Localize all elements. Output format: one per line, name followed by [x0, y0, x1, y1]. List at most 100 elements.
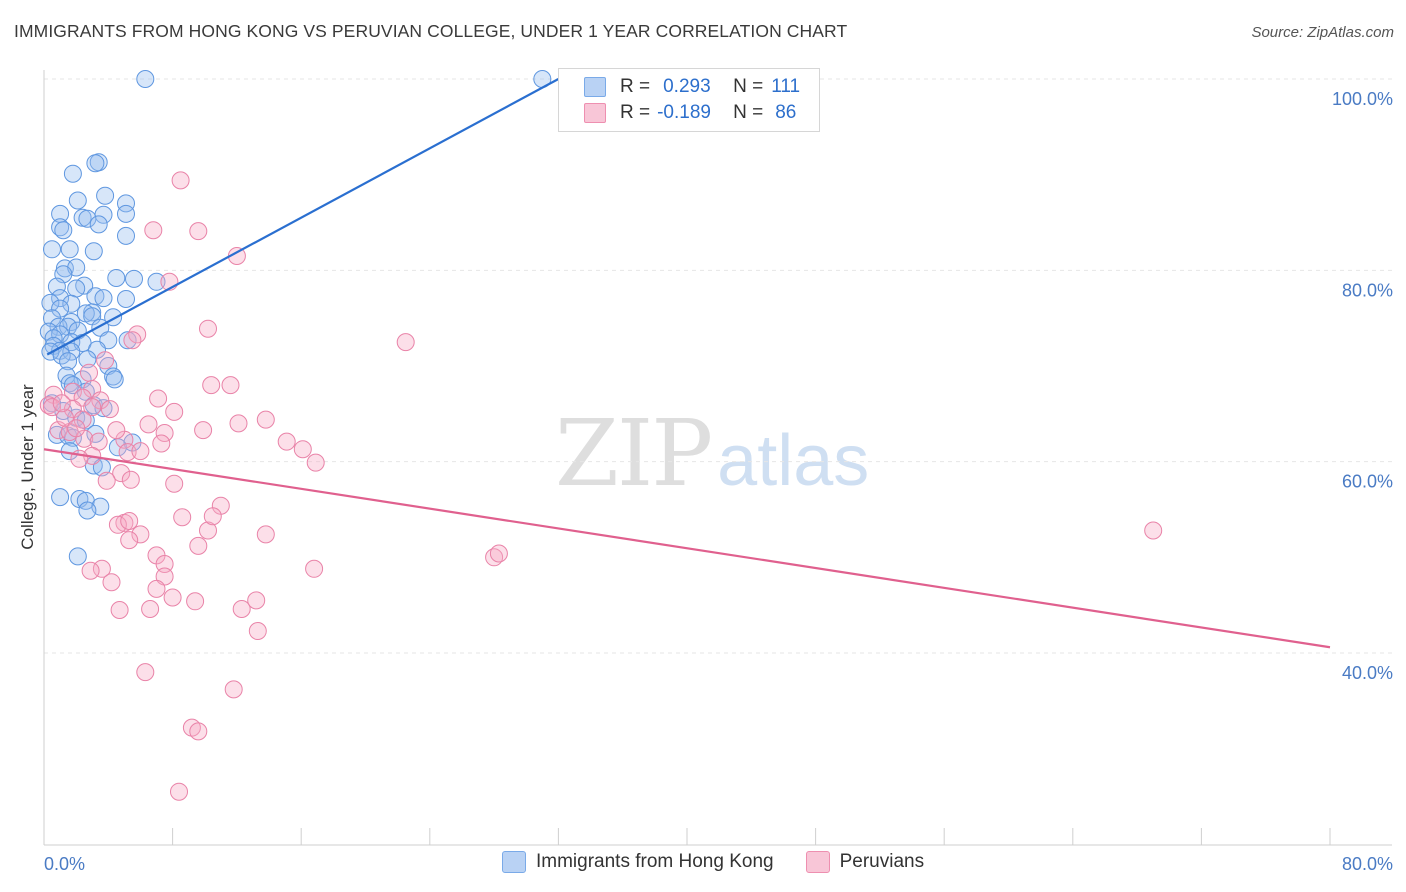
point-hong-kong — [117, 204, 135, 223]
point-hong-kong — [78, 350, 97, 369]
point-hong-kong — [117, 194, 135, 213]
series-name-hong-kong: Immigrants from Hong Kong — [536, 851, 774, 872]
point-peruvians — [81, 561, 100, 580]
point-peruvians — [232, 600, 251, 618]
point-peruvians — [43, 398, 61, 417]
point-peruvians — [144, 221, 163, 240]
legend-r-value: -0.189 — [657, 102, 711, 123]
point-peruvians — [170, 782, 188, 801]
point-hong-kong — [68, 191, 87, 210]
point-hong-kong — [67, 279, 86, 298]
point-peruvians — [123, 331, 142, 350]
point-peruvians — [189, 222, 208, 241]
point-hong-kong — [49, 317, 68, 336]
point-hong-kong — [86, 154, 105, 173]
point-hong-kong — [78, 501, 97, 520]
point-peruvians — [120, 512, 139, 530]
legend-n-value: 111 — [771, 76, 801, 97]
point-peruvians — [247, 591, 266, 610]
point-hong-kong — [68, 547, 87, 566]
point-hong-kong — [54, 221, 73, 240]
point-hong-kong — [105, 370, 124, 389]
point-hong-kong — [104, 367, 123, 386]
point-peruvians — [131, 525, 150, 544]
point-peruvians — [256, 525, 275, 544]
point-peruvians — [1144, 521, 1163, 540]
point-peruvians — [100, 400, 119, 419]
point-peruvians — [73, 388, 92, 407]
point-hong-kong — [117, 226, 135, 245]
y-tick-label: 100.0% — [1332, 89, 1393, 109]
gridlines — [44, 78, 1392, 654]
point-peruvians — [165, 402, 184, 421]
point-hong-kong — [89, 215, 108, 234]
point-peruvians — [131, 442, 150, 461]
point-hong-kong — [62, 342, 81, 361]
correlation-legend: R = 0.293 N = 111 R = -0.189 N = 86 — [558, 68, 820, 132]
point-peruvians — [165, 474, 184, 493]
legend-n-value: 86 — [775, 102, 797, 123]
legend-swatch-peruvians — [584, 103, 606, 123]
legend-n-label: N = — [733, 76, 764, 97]
legend-r-value: 0.293 — [663, 76, 711, 97]
point-peruvians — [277, 432, 296, 451]
series-legend: Immigrants from Hong Kong Peruvians — [502, 851, 924, 873]
axes — [43, 70, 1392, 846]
point-peruvians — [97, 471, 116, 490]
point-peruvians — [55, 408, 74, 427]
point-peruvians — [108, 515, 127, 534]
point-peruvians — [171, 171, 190, 190]
point-peruvians — [128, 325, 147, 344]
point-peruvians — [83, 398, 102, 417]
point-peruvians — [186, 592, 205, 611]
point-peruvians — [256, 410, 275, 429]
point-hong-kong — [94, 289, 113, 308]
point-peruvians — [52, 394, 71, 413]
point-peruvians — [149, 389, 168, 408]
point-peruvians — [136, 663, 155, 682]
chart-title: IMMIGRANTS FROM HONG KONG VS PERUVIAN CO… — [14, 21, 848, 41]
point-peruvians — [194, 421, 213, 440]
point-hong-kong — [78, 209, 97, 228]
x-tick-label: 0.0% — [44, 854, 85, 874]
point-peruvians — [112, 464, 131, 483]
point-peruvians — [155, 555, 174, 573]
point-hong-kong — [59, 352, 78, 371]
point-hong-kong — [60, 240, 79, 259]
point-peruvians — [199, 319, 217, 338]
series-swatch-peruvians — [805, 851, 830, 873]
point-peruvians — [305, 559, 324, 578]
point-peruvians — [173, 508, 192, 527]
y-tick-label: 80.0% — [1342, 280, 1393, 300]
point-peruvians — [199, 521, 217, 540]
point-hong-kong — [136, 70, 155, 88]
trend-line-peruvians — [43, 448, 1331, 649]
point-hong-kong — [117, 290, 135, 308]
y-tick-label: 40.0% — [1342, 663, 1393, 683]
point-peruvians — [396, 333, 415, 352]
series-name-peruvians: Peruvians — [839, 851, 925, 872]
point-peruvians — [80, 363, 98, 382]
point-peruvians — [67, 419, 86, 438]
point-peruvians — [203, 507, 222, 526]
point-hong-kong — [125, 269, 143, 288]
legend-row-peruvians: R = -0.189 N = 86 — [584, 100, 796, 126]
point-hong-kong — [96, 186, 115, 205]
source-note: Source: ZipAtlas.com — [1251, 24, 1394, 41]
point-peruvians — [224, 680, 243, 699]
point-peruvians — [221, 376, 240, 395]
point-hong-kong — [51, 289, 70, 308]
point-peruvians — [189, 536, 208, 555]
point-peruvians — [118, 443, 137, 462]
legend-row-hong-kong: R = 0.293 N = 111 — [584, 74, 800, 100]
legend-swatch-hong-kong — [584, 77, 606, 97]
point-hong-kong — [41, 293, 60, 312]
point-hong-kong — [147, 272, 166, 291]
point-hong-kong — [83, 303, 102, 322]
point-hong-kong — [43, 240, 61, 259]
tick-labels: 40.0% 60.0% 80.0% 100.0% 0.0% 80.0% — [44, 89, 1393, 874]
point-peruvians — [107, 421, 126, 440]
point-peruvians — [121, 470, 140, 489]
point-peruvians — [147, 579, 166, 598]
